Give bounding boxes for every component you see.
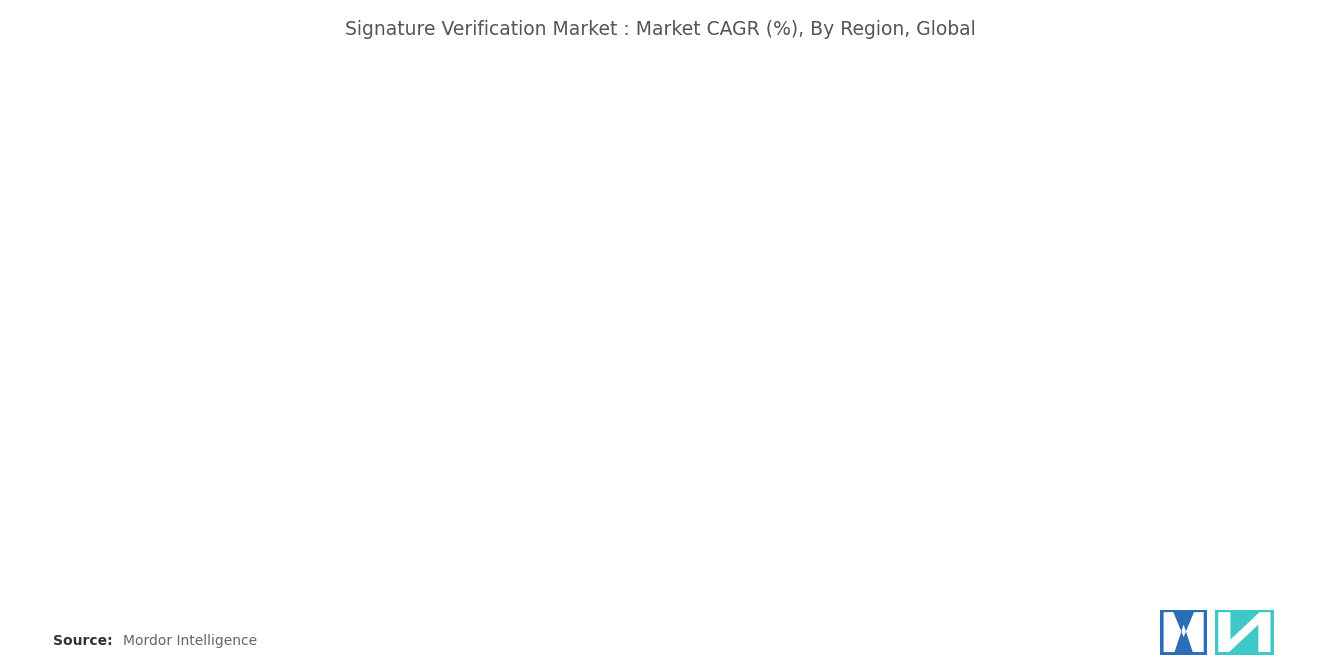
- Text: Mordor Intelligence: Mordor Intelligence: [123, 634, 257, 648]
- Polygon shape: [1164, 612, 1204, 652]
- Polygon shape: [1160, 610, 1208, 654]
- Polygon shape: [1214, 610, 1274, 654]
- Text: Signature Verification Market : Market CAGR (%), By Region, Global: Signature Verification Market : Market C…: [345, 20, 975, 39]
- Text: Source:: Source:: [53, 634, 112, 648]
- Polygon shape: [1218, 612, 1270, 652]
